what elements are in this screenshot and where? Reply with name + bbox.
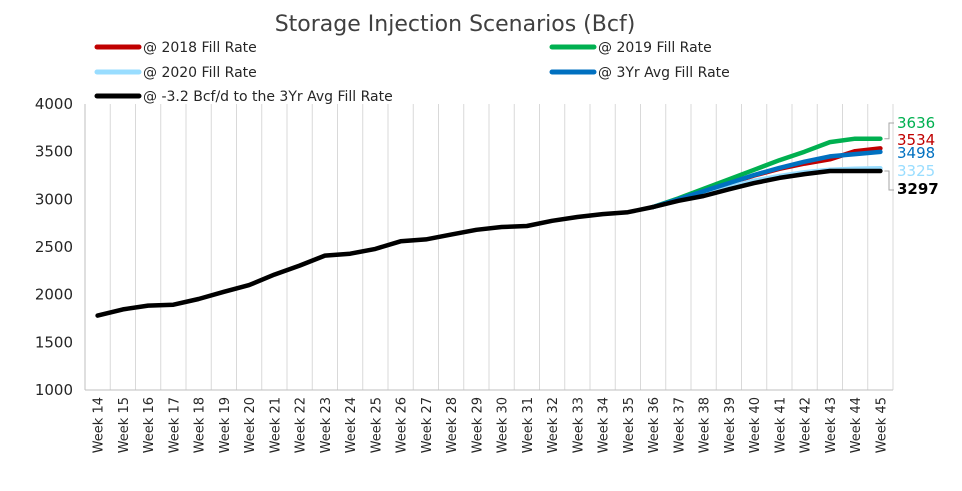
x-tick-label: Week 39 xyxy=(723,397,738,453)
legend-label: @ 2020 Fill Rate xyxy=(143,65,257,81)
legend-label: @ 2018 Fill Rate xyxy=(143,40,257,56)
x-axis: Week 14 Week 15 Week 16 Week 17 Week 18 Week … xyxy=(85,389,893,453)
x-tick-label: Week 23 xyxy=(319,397,334,453)
end-label: 3325 xyxy=(897,162,935,180)
end-label: 3636 xyxy=(897,114,935,132)
x-tick-label: Week 43 xyxy=(824,397,839,453)
series-line xyxy=(650,149,883,210)
chart-title: Storage Injection Scenarios (Bcf) xyxy=(275,12,636,37)
x-tick-label: Week 33 xyxy=(571,397,586,453)
x-tick-label: Week 18 xyxy=(193,397,208,453)
leader-line xyxy=(884,122,894,140)
x-tick-label: Week 25 xyxy=(369,397,384,453)
x-tick-label: Week 30 xyxy=(496,397,511,453)
x-tick-label: Week 22 xyxy=(294,397,309,453)
legend-label: @ -3.2 Bcf/d to the 3Yr Avg Fill Rate xyxy=(143,89,393,105)
x-tick-label: Week 20 xyxy=(243,397,258,453)
y-tick-label: 1000 xyxy=(35,381,73,399)
x-tick-label: Week 29 xyxy=(470,397,485,453)
x-tick-label: Week 31 xyxy=(521,397,536,453)
end-label: 3498 xyxy=(897,144,935,162)
y-tick-label: 4000 xyxy=(35,95,73,113)
x-tick-label: Week 14 xyxy=(92,397,107,453)
legend-label: @ 3Yr Avg Fill Rate xyxy=(598,65,730,81)
end-label: 3534 xyxy=(897,131,935,149)
x-tick-label: Week 32 xyxy=(546,397,561,453)
x-tick-label: Week 21 xyxy=(268,397,283,453)
x-tick-label: Week 35 xyxy=(622,397,637,453)
vertical-gridlines xyxy=(84,104,894,390)
x-tick-label: Week 34 xyxy=(597,397,612,453)
x-tick-label: Week 15 xyxy=(117,397,132,453)
end-label: 3297 xyxy=(897,180,939,198)
x-tick-label: Week 38 xyxy=(698,397,713,453)
x-tick-label: Week 19 xyxy=(218,397,233,453)
series-lines xyxy=(95,136,883,318)
x-tick-label: Week 37 xyxy=(672,397,687,453)
x-tick-label: Week 17 xyxy=(167,397,182,453)
y-tick-label: 3000 xyxy=(35,190,73,208)
x-tick-label: Week 16 xyxy=(142,397,157,453)
leader-line xyxy=(884,170,894,191)
x-tick-label: Week 40 xyxy=(748,397,763,453)
y-axis: 1000 1500 2000 2500 3000 3500 4000 xyxy=(35,95,86,399)
legend: @ 2018 Fill Rate @ 2019 Fill Rate @ 2020 F… xyxy=(94,40,730,105)
y-tick-label: 2500 xyxy=(35,238,73,256)
x-tick-label: Week 42 xyxy=(799,397,814,453)
x-tick-label: Week 36 xyxy=(647,397,662,453)
x-tick-label: Week 28 xyxy=(445,397,460,453)
legend-label: @ 2019 Fill Rate xyxy=(598,40,712,56)
x-tick-label: Week 45 xyxy=(874,397,889,453)
y-tick-label: 3500 xyxy=(35,143,73,161)
x-tick-label: Week 44 xyxy=(849,397,864,453)
y-tick-label: 2000 xyxy=(35,286,73,304)
x-tick-label: Week 26 xyxy=(395,397,410,453)
x-tick-label: Week 41 xyxy=(773,397,788,453)
series-line xyxy=(95,168,883,318)
x-tick-label: Week 27 xyxy=(420,397,435,453)
x-tick-label: Week 24 xyxy=(344,397,359,453)
y-tick-label: 1500 xyxy=(35,333,73,351)
